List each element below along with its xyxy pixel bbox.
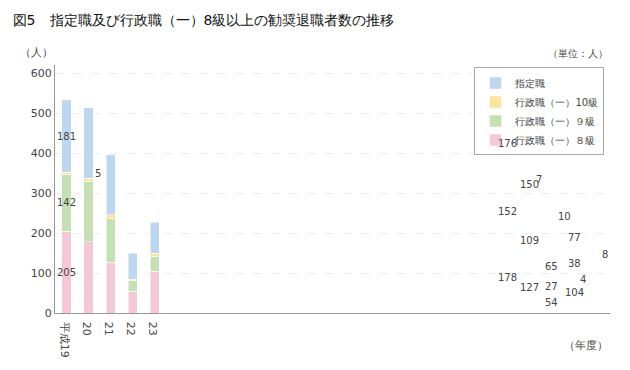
svg-text:38: 38 <box>568 258 581 269</box>
svg-text:行政職（一）９級: 行政職（一）９級 <box>515 116 595 127</box>
svg-text:21: 21 <box>102 322 115 336</box>
svg-text:181: 181 <box>57 131 76 142</box>
svg-text:200: 200 <box>31 227 52 240</box>
svg-text:7: 7 <box>536 174 542 185</box>
svg-text:行政職（一）10級: 行政職（一）10級 <box>515 97 598 108</box>
svg-text:（人）: （人） <box>20 46 53 59</box>
svg-text:100: 100 <box>31 267 52 280</box>
svg-text:22: 22 <box>124 322 137 336</box>
svg-text:10: 10 <box>558 211 571 222</box>
svg-text:142: 142 <box>57 197 76 208</box>
svg-text:127: 127 <box>520 282 539 293</box>
svg-text:500: 500 <box>31 107 52 120</box>
svg-text:行政職（一）８級: 行政職（一）８級 <box>515 135 595 146</box>
svg-text:205: 205 <box>57 267 76 278</box>
svg-text:平成19: 平成19 <box>58 322 71 358</box>
svg-text:109: 109 <box>520 235 539 246</box>
svg-text:27: 27 <box>545 281 558 292</box>
svg-text:0: 0 <box>45 307 52 320</box>
svg-text:（単位：人）: （単位：人） <box>548 48 608 59</box>
svg-text:4: 4 <box>580 274 586 285</box>
svg-text:600: 600 <box>31 67 52 80</box>
svg-text:23: 23 <box>146 322 159 336</box>
svg-text:176: 176 <box>498 138 517 149</box>
svg-text:400: 400 <box>31 147 52 160</box>
svg-text:300: 300 <box>31 187 52 200</box>
svg-text:（年度）: （年度） <box>564 339 608 352</box>
svg-text:65: 65 <box>545 261 558 272</box>
svg-text:5: 5 <box>95 168 101 179</box>
svg-text:8: 8 <box>602 249 608 260</box>
svg-text:図5 指定職及び行政職（一）8級以上の勧奨退職者数の推移: 図5 指定職及び行政職（一）8級以上の勧奨退職者数の推移 <box>13 12 395 28</box>
svg-text:20: 20 <box>80 322 93 336</box>
svg-text:指定職: 指定職 <box>514 78 545 89</box>
svg-text:152: 152 <box>498 206 517 217</box>
svg-text:150: 150 <box>520 179 539 190</box>
svg-text:104: 104 <box>565 287 584 298</box>
svg-text:178: 178 <box>498 272 517 283</box>
svg-text:77: 77 <box>568 232 581 243</box>
svg-text:54: 54 <box>545 297 558 308</box>
